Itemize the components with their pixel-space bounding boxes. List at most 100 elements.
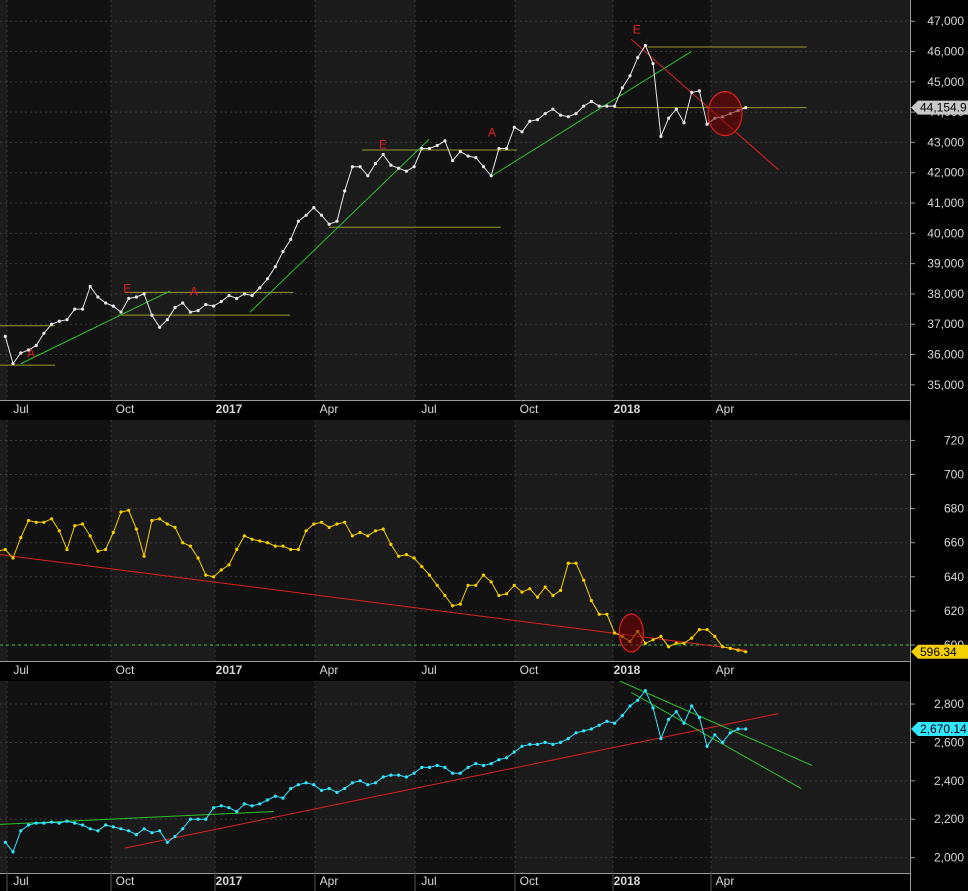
- series-point: [605, 104, 609, 108]
- series-point: [188, 310, 192, 314]
- series-point: [250, 804, 254, 808]
- series-point: [204, 573, 208, 577]
- series-point: [535, 742, 540, 747]
- series-point: [389, 773, 393, 777]
- y-tick-label: 40,000: [927, 226, 964, 240]
- series-point: [96, 549, 100, 553]
- y-tick-label: 37,000: [927, 317, 964, 331]
- y-axis-area: [910, 0, 968, 418]
- last-value-label: 596.34: [920, 645, 957, 659]
- y-tick-label: 41,000: [927, 196, 964, 210]
- series-point: [481, 763, 486, 768]
- y-tick-label: 720: [944, 433, 964, 447]
- series-point: [350, 781, 354, 785]
- series-point: [227, 806, 231, 810]
- series-point: [181, 541, 185, 545]
- series-point: [697, 628, 702, 632]
- series-point: [335, 522, 339, 526]
- series-point: [420, 565, 424, 569]
- wave-label: E: [123, 281, 131, 295]
- series-point: [165, 318, 169, 322]
- series-point: [57, 319, 61, 323]
- series-point: [381, 152, 385, 157]
- series-point: [281, 796, 285, 800]
- series-point: [582, 729, 586, 733]
- time-band: [415, 0, 515, 400]
- series-point: [659, 737, 663, 741]
- series-point: [381, 527, 385, 531]
- plot-content: A E A E A E: [0, 22, 807, 366]
- series-point: [142, 292, 146, 296]
- y-tick-label: 39,000: [927, 257, 964, 271]
- y-axis-area: [910, 681, 968, 891]
- series-point: [443, 139, 447, 143]
- series-point: [528, 119, 532, 123]
- trendline: [491, 51, 692, 177]
- series-point: [181, 827, 185, 831]
- series-point: [57, 821, 61, 825]
- series-point: [597, 612, 601, 616]
- series-point: [705, 628, 709, 632]
- y-tick-label: 42,000: [927, 166, 964, 180]
- series-point: [744, 106, 748, 110]
- series-point: [242, 292, 246, 296]
- series-point: [690, 636, 694, 640]
- series-point: [559, 740, 563, 745]
- series-point: [165, 840, 169, 844]
- series-point: [551, 742, 555, 747]
- time-band: [415, 681, 515, 873]
- y-tick-label: 45,000: [927, 75, 964, 89]
- time-band: [7, 0, 111, 400]
- series-point: [204, 817, 208, 821]
- series-point: [235, 810, 239, 814]
- series-point: [327, 222, 331, 226]
- series-point: [73, 524, 77, 528]
- series-point: [196, 309, 200, 313]
- series-point: [705, 122, 709, 126]
- x-tick-label: Jul: [13, 874, 28, 888]
- series-point: [312, 522, 316, 526]
- series-point: [65, 819, 69, 823]
- wave-label: A: [190, 284, 198, 298]
- series-point: [589, 99, 594, 104]
- x-tick-label: Apr: [716, 874, 735, 888]
- series-point: [50, 322, 54, 326]
- series-point: [366, 783, 370, 787]
- series-point: [119, 510, 123, 514]
- series-point: [466, 765, 470, 770]
- y-axis-area: [910, 420, 968, 679]
- series-point: [636, 56, 640, 60]
- series-point: [188, 817, 192, 821]
- series-point: [373, 781, 378, 785]
- series-point: [80, 522, 85, 526]
- series-point: [142, 554, 146, 558]
- series-point: [589, 599, 594, 603]
- highlight-ellipse: [618, 613, 644, 653]
- panel-gap: [0, 400, 968, 420]
- series-point: [620, 714, 624, 718]
- series-point: [219, 299, 223, 304]
- series-point: [420, 765, 424, 770]
- series-point: [50, 820, 54, 824]
- series-point: [466, 154, 470, 158]
- series-point: [127, 829, 131, 833]
- series-point: [566, 737, 570, 741]
- series-point: [574, 561, 578, 565]
- y-tick-label: 46,000: [927, 45, 964, 59]
- series-point: [659, 634, 663, 639]
- time-band: [215, 0, 315, 400]
- series-point: [289, 237, 293, 241]
- series-point: [651, 62, 655, 66]
- series-point: [350, 534, 354, 538]
- series-point: [258, 286, 262, 290]
- series-point: [327, 786, 331, 791]
- series-point: [34, 821, 38, 825]
- series-point: [34, 520, 38, 524]
- series-point: [150, 518, 154, 523]
- series-point: [111, 304, 115, 308]
- series-point: [373, 162, 378, 166]
- series-point: [343, 520, 347, 524]
- series-point: [134, 833, 138, 837]
- series-point: [265, 541, 270, 545]
